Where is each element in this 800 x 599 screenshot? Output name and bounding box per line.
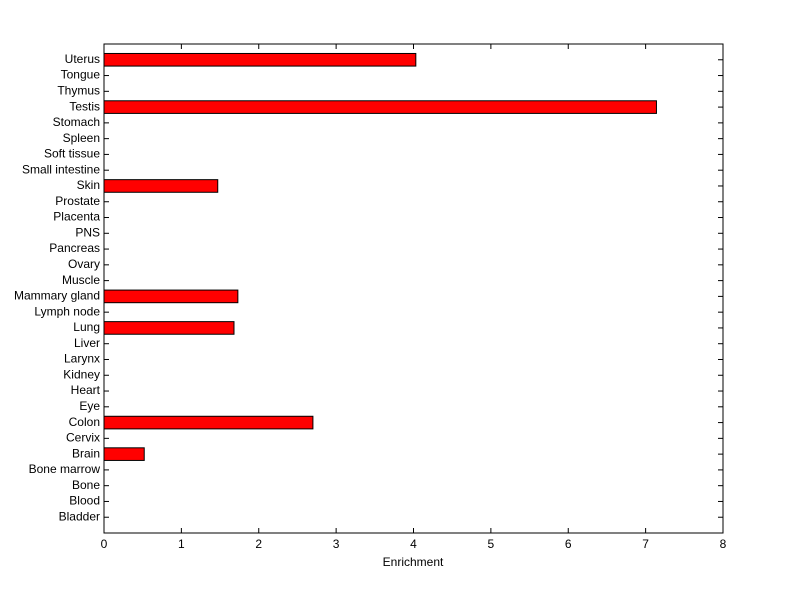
y-tick-label: Stomach [53, 115, 100, 129]
y-tick-label: Placenta [53, 210, 100, 224]
y-tick-label: Blood [69, 494, 100, 508]
bar [103, 321, 235, 335]
x-tick-label: 4 [410, 537, 417, 551]
y-tick-label: Lymph node [34, 304, 100, 318]
y-tick-label: Brain [72, 446, 100, 460]
y-tick-label: Colon [69, 415, 100, 429]
x-tick-label: 5 [488, 537, 495, 551]
y-tick-label: Skin [77, 178, 100, 192]
y-tick-label: Tongue [61, 68, 101, 82]
y-tick-label: Soft tissue [44, 147, 100, 161]
y-tick-label: Thymus [57, 83, 100, 97]
y-tick-label: Prostate [55, 194, 100, 208]
y-tick-label: Pancreas [49, 241, 100, 255]
axes-box [103, 43, 724, 534]
y-tick-label: Testis [69, 99, 100, 113]
y-tick-label: Liver [74, 336, 100, 350]
bar [103, 100, 657, 114]
x-axis-label: Enrichment [383, 555, 444, 569]
x-tick-label: 3 [333, 537, 340, 551]
y-tick-label: Eye [79, 399, 100, 413]
x-tick-label: 0 [101, 537, 108, 551]
y-tick-label: Uterus [65, 52, 100, 66]
y-tick-label: Lung [73, 320, 100, 334]
y-tick-label: Ovary [68, 257, 100, 271]
bar [103, 289, 239, 304]
x-tick-label: 1 [178, 537, 185, 551]
y-tick-label: Mammary gland [14, 289, 100, 303]
y-tick-label: Muscle [62, 273, 100, 287]
x-tick-label: 8 [720, 537, 727, 551]
y-tick-label: PNS [75, 225, 100, 239]
y-tick-label: Spleen [63, 131, 100, 145]
y-tick-label: Heart [71, 383, 101, 397]
y-tick-label: Kidney [63, 367, 100, 381]
y-tick-label: Bone [72, 478, 100, 492]
x-tick-label: 2 [255, 537, 262, 551]
bar [103, 415, 314, 430]
bar [103, 52, 417, 67]
y-tick-label: Larynx [64, 352, 100, 366]
bar [103, 447, 145, 461]
y-tick-label: Cervix [66, 431, 100, 445]
y-tick-label: Small intestine [22, 162, 100, 176]
x-tick-label: 7 [642, 537, 649, 551]
bar [103, 179, 219, 193]
x-tick-label: 6 [565, 537, 572, 551]
y-tick-label: Bladder [59, 509, 100, 523]
y-tick-label: Bone marrow [29, 462, 101, 476]
